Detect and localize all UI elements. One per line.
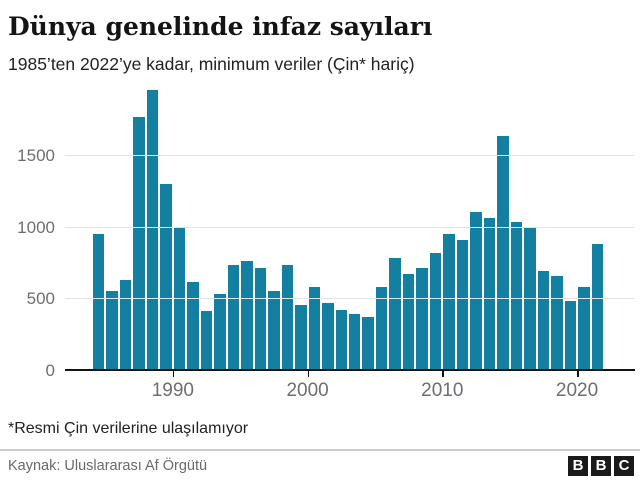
y-axis-label-500: 500 <box>26 289 55 308</box>
gridline-500 <box>65 298 635 299</box>
bar-2010 <box>429 253 442 370</box>
bar-2022 <box>591 243 603 370</box>
y-axis-label-1500: 1500 <box>17 146 55 165</box>
bar-2021 <box>578 287 590 370</box>
x-axis-label-2010: 2010 <box>421 380 464 401</box>
bar-2014 <box>483 218 496 370</box>
bar-2007 <box>389 258 401 370</box>
bar-1992 <box>187 282 199 370</box>
bar-2017 <box>524 228 536 370</box>
bar-1998 <box>268 290 280 370</box>
y-axis-label-0: 0 <box>45 360 55 380</box>
bar-2001 <box>308 287 321 370</box>
bar-2015 <box>497 136 509 370</box>
bar-1995 <box>227 264 240 370</box>
bbc-logo-block-3: C <box>614 456 634 476</box>
chart-subtitle: 1985’ten 2022’ye kadar, minimum veriler … <box>8 54 415 74</box>
gridline-1000 <box>65 226 635 228</box>
divider-line <box>0 449 640 451</box>
bar-2013 <box>470 212 482 370</box>
x-axis-label-1990: 1990 <box>151 380 194 401</box>
bar-2000 <box>295 304 307 370</box>
bar-1990 <box>160 184 172 370</box>
bar-1989 <box>146 89 159 370</box>
bar-2005 <box>362 317 374 370</box>
x-axis-line <box>65 369 635 371</box>
bar-2011 <box>443 234 455 370</box>
bbc-logo-block-1: B <box>568 456 588 476</box>
x-tick-2010 <box>442 371 444 377</box>
bar-2009 <box>416 267 428 370</box>
bar-2012 <box>456 239 469 370</box>
x-tick-1990 <box>172 371 175 377</box>
chart-title: Dünya genelinde infaz sayıları <box>8 12 433 41</box>
bar-2016 <box>510 222 523 370</box>
bar-1993 <box>200 311 213 370</box>
y-axis-label-1000: 1000 <box>17 217 55 237</box>
bar-chart: 0 500 1000 1500 1990 2000 2010 2020 <box>0 85 640 401</box>
gridline-1500 <box>65 155 635 156</box>
bars-container <box>93 85 605 370</box>
x-tick-2000 <box>307 371 310 377</box>
bar-2018 <box>537 271 550 370</box>
x-axis-label-2020: 2020 <box>555 380 599 401</box>
bar-1986 <box>106 291 118 370</box>
x-axis-label-2000: 2000 <box>286 380 329 401</box>
bar-1988 <box>133 116 145 370</box>
bar-1996 <box>241 260 253 370</box>
bar-2020 <box>564 300 577 370</box>
footnote: *Resmi Çin verilerine ulaşılamıyor <box>8 420 249 437</box>
bar-1987 <box>119 279 132 370</box>
bbc-logo-block-2: B <box>591 456 611 476</box>
bar-2006 <box>375 286 388 370</box>
bar-2003 <box>335 309 347 370</box>
bar-2002 <box>322 303 334 370</box>
bar-1994 <box>214 293 226 370</box>
source-credit: Kaynak: Uluslararası Af Örgütü <box>8 458 208 474</box>
bar-1999 <box>281 264 294 370</box>
bar-2008 <box>402 273 415 370</box>
bar-1985 <box>93 234 105 370</box>
plot-area: 0 500 1000 1500 1990 2000 2010 2020 <box>17 85 635 401</box>
bar-2019 <box>551 276 563 370</box>
x-tick-2020 <box>577 371 579 377</box>
bar-1997 <box>254 267 267 370</box>
bar-2004 <box>349 314 361 370</box>
